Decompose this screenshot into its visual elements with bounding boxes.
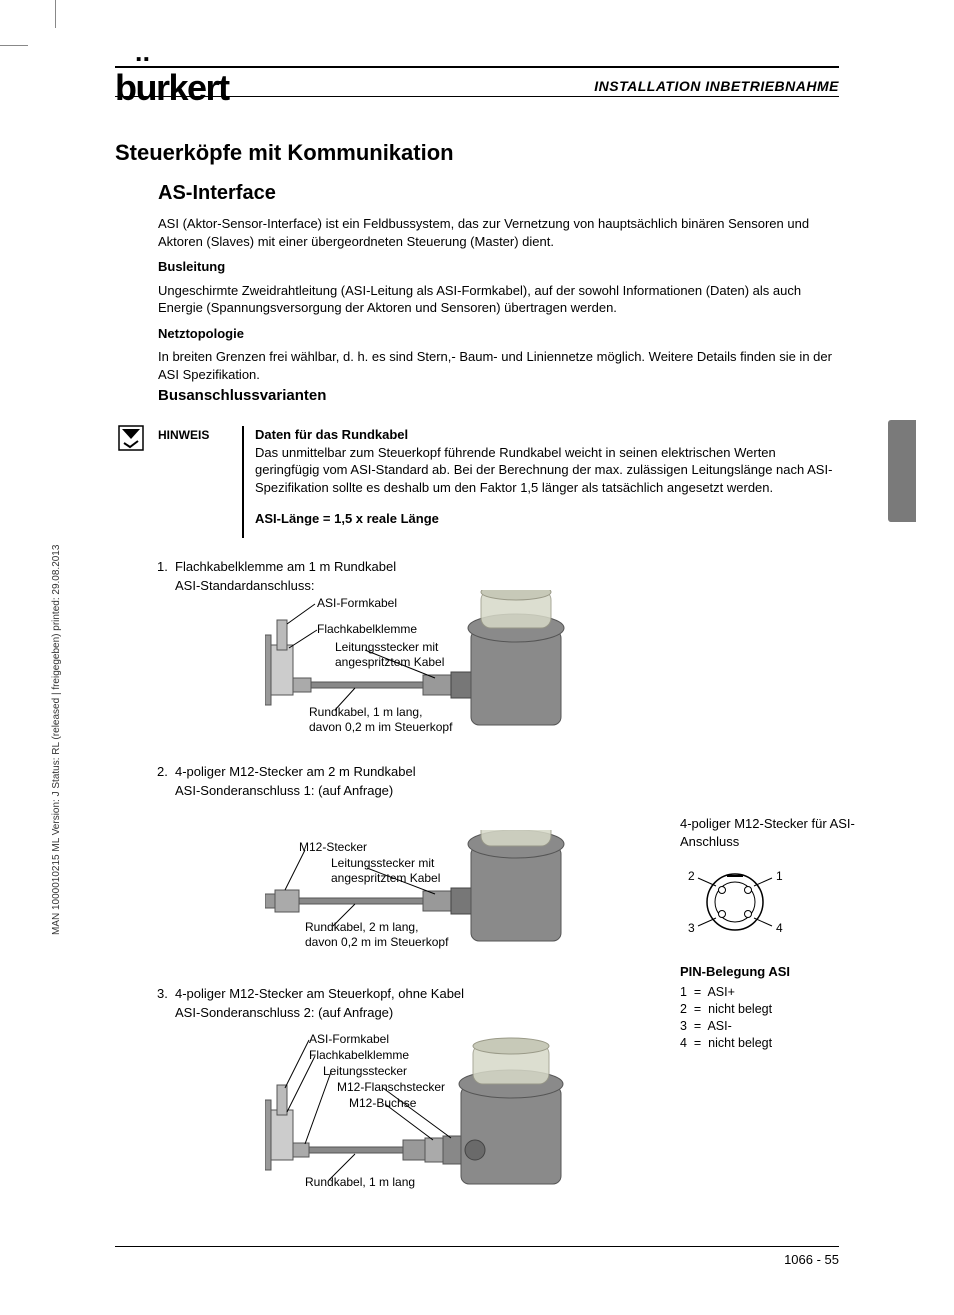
fig-label: Flachkabelklemme bbox=[317, 622, 417, 637]
intro-paragraph: ASI (Aktor-Sensor-Interface) ist ein Fel… bbox=[158, 215, 838, 250]
list-item-3: 3. 4-poliger M12-Stecker am Steuerkopf, … bbox=[175, 985, 675, 1023]
note-icon bbox=[118, 425, 144, 451]
page-number: 1066 - 55 bbox=[784, 1252, 839, 1267]
logo: burkert bbox=[115, 67, 229, 109]
list-number: 2. bbox=[157, 763, 168, 782]
fig-label: M12-Stecker bbox=[299, 840, 367, 855]
footer-rule bbox=[115, 1246, 839, 1247]
paragraph: In breiten Grenzen frei wählbar, d. h. e… bbox=[158, 348, 838, 383]
list-subtitle: ASI-Sonderanschluss 1: (auf Anfrage) bbox=[175, 783, 393, 798]
svg-text:3: 3 bbox=[688, 921, 695, 935]
fig-label: Leitungsstecker mitangespritztem Kabel bbox=[331, 856, 440, 886]
pin-table: 1 = ASI+ 2 = nicht belegt 3 = ASI- 4 = n… bbox=[680, 984, 860, 1052]
note-bar bbox=[242, 426, 244, 538]
language-tab: deutsch bbox=[888, 420, 916, 522]
fig-label: Rundkabel, 1 m lang,davon 0,2 m im Steue… bbox=[309, 705, 452, 735]
header-rule bbox=[115, 96, 839, 97]
fig-label: Flachkabelklemme bbox=[309, 1048, 409, 1063]
list-title: Flachkabelklemme am 1 m Rundkabel bbox=[175, 559, 396, 574]
fig-label: Rundkabel, 2 m lang,davon 0,2 m im Steue… bbox=[305, 920, 448, 950]
vertical-doc-id: MAN 1000010215 ML Version: J Status: RL … bbox=[51, 545, 62, 935]
list-number: 1. bbox=[157, 558, 168, 577]
language-label: deutsch bbox=[873, 449, 891, 514]
figure-1: ASI-Formkabel Flachkabelklemme Leitungss… bbox=[265, 590, 595, 750]
note-text: Das unmittelbar zum Steuerkopf führende … bbox=[255, 444, 840, 497]
svg-text:2: 2 bbox=[688, 869, 695, 883]
m12-title: 4-poliger M12-Stecker für ASI-Anschluss bbox=[680, 815, 860, 850]
note-title: Daten für das Rundkabel bbox=[255, 426, 840, 444]
pin-row: 1 = ASI+ bbox=[680, 984, 860, 1001]
list-title: 4-poliger M12-Stecker am Steuerkopf, ohn… bbox=[175, 986, 464, 1001]
list-item-2: 2. 4-poliger M12-Stecker am 2 m Rundkabe… bbox=[175, 763, 675, 801]
list-subtitle: ASI-Sonderanschluss 2: (auf Anfrage) bbox=[175, 1005, 393, 1020]
list-title: 4-poliger M12-Stecker am 2 m Rundkabel bbox=[175, 764, 416, 779]
fig-label: Leitungsstecker mitangespritztem Kabel bbox=[335, 640, 444, 670]
subheading: Netztopologie bbox=[158, 325, 838, 343]
note-formula: ASI-Länge = 1,5 x reale Länge bbox=[255, 510, 840, 528]
pin-row: 4 = nicht belegt bbox=[680, 1035, 860, 1052]
fig-label: Leitungsstecker bbox=[323, 1064, 407, 1079]
crop-mark bbox=[0, 45, 28, 46]
pin-row: 3 = ASI- bbox=[680, 1018, 860, 1035]
body-text: ASI (Aktor-Sensor-Interface) ist ein Fel… bbox=[158, 215, 838, 389]
figure-2: M12-Stecker Leitungsstecker mitangesprit… bbox=[265, 830, 595, 960]
note-label: HINWEIS bbox=[158, 428, 209, 442]
heading-2: AS-Interface bbox=[158, 182, 276, 205]
list-number: 3. bbox=[157, 985, 168, 1004]
fig-label: M12-Buchse bbox=[349, 1096, 416, 1111]
heading-3: Busanschlussvarianten bbox=[158, 387, 326, 404]
m12-side-column: 4-poliger M12-Stecker für ASI-Anschluss … bbox=[680, 815, 860, 1052]
pin-heading: PIN-Belegung ASI bbox=[680, 963, 860, 981]
figure-3: ASI-Formkabel Flachkabelklemme Leitungss… bbox=[265, 1030, 595, 1200]
fig-label: ASI-Formkabel bbox=[309, 1032, 389, 1047]
pin-row: 2 = nicht belegt bbox=[680, 1001, 860, 1018]
svg-text:1: 1 bbox=[776, 869, 783, 883]
header-section-title: INSTALLATION INBETRIEBNAHME bbox=[594, 78, 839, 94]
subheading: Busleitung bbox=[158, 258, 838, 276]
svg-text:4: 4 bbox=[776, 921, 783, 935]
fig-label: M12-Flanschstecker bbox=[337, 1080, 445, 1095]
heading-1: Steuerköpfe mit Kommunikation bbox=[115, 140, 454, 166]
fig-label: ASI-Formkabel bbox=[317, 596, 397, 611]
page: burkert INSTALLATION INBETRIEBNAHME Steu… bbox=[0, 0, 954, 1315]
m12-connector-diagram: 1 2 3 4 bbox=[680, 862, 860, 947]
crop-mark bbox=[55, 0, 56, 28]
note-body: Daten für das Rundkabel Das unmittelbar … bbox=[255, 426, 840, 528]
fig-label: Rundkabel, 1 m lang bbox=[305, 1175, 415, 1190]
paragraph: Ungeschirmte Zweidrahtleitung (ASI-Leitu… bbox=[158, 282, 838, 317]
